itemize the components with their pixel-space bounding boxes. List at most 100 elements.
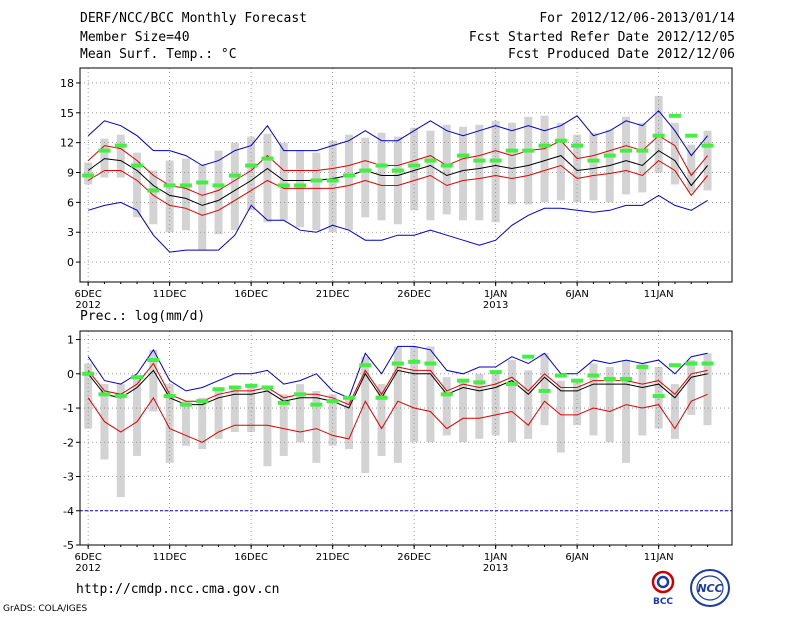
observed-marker — [652, 394, 665, 399]
observed-marker — [571, 378, 584, 383]
ensemble-box — [296, 150, 305, 228]
observed-marker — [473, 380, 486, 385]
ensemble-box — [377, 132, 386, 221]
ensemble-box — [410, 127, 419, 211]
ensemble-box — [181, 401, 190, 446]
ensemble-box — [279, 394, 288, 456]
observed-marker — [294, 392, 307, 397]
grads-credit: GrADS: COLA/IGES — [3, 604, 88, 614]
observed-marker — [668, 363, 681, 368]
ensemble-box — [426, 346, 435, 443]
y-tick-label: -3 — [63, 471, 74, 484]
ensemble-box — [133, 152, 142, 218]
observed-marker — [163, 394, 176, 399]
plot-frame — [79, 330, 733, 546]
observed-marker — [391, 361, 404, 366]
ensemble-box — [491, 120, 500, 223]
observed-marker — [620, 376, 633, 381]
observed-marker — [620, 148, 633, 153]
x-tick-label: 11JAN — [644, 552, 674, 563]
ensemble-box — [687, 144, 696, 193]
series-line-max — [87, 345, 708, 399]
precip-variable-label: Prec.: log(mm/d) — [80, 309, 206, 324]
ensemble-box — [344, 134, 353, 231]
ensemble-box — [377, 384, 386, 456]
observed-marker — [408, 163, 421, 168]
observed-marker — [82, 371, 95, 376]
ensemble-box — [263, 387, 272, 467]
ensemble-box — [703, 353, 712, 426]
observed-marker — [375, 395, 388, 400]
observed-marker — [701, 143, 714, 148]
ncc-logo: NCC — [690, 569, 730, 607]
observed-marker — [228, 173, 241, 178]
x-tick-label: 26DEC — [397, 552, 431, 563]
bcc-logo: BCC — [651, 570, 675, 607]
ensemble-box — [410, 346, 419, 443]
observed-marker — [277, 400, 290, 405]
ensemble-box — [296, 384, 305, 443]
x-tick-label: 1JAN — [484, 552, 507, 563]
series-line-mean — [87, 149, 708, 206]
observed-marker — [326, 399, 339, 404]
ensemble-box — [149, 349, 158, 412]
observed-marker — [196, 180, 209, 185]
ensemble-box — [247, 384, 256, 433]
y-tick-label: -4 — [63, 505, 74, 518]
x-tick-label: 16DEC — [234, 552, 268, 563]
observed-marker — [245, 163, 258, 168]
ensemble-box — [687, 360, 696, 415]
bcc-logo-text: BCC — [653, 597, 673, 607]
observed-marker — [473, 158, 486, 163]
y-tick-label: -2 — [63, 436, 74, 449]
observed-marker — [636, 148, 649, 153]
ensemble-box — [133, 377, 142, 456]
y-tick-label: 18 — [60, 77, 74, 90]
ensemble-box — [328, 140, 337, 233]
x-tick-label: 21DEC — [316, 552, 350, 563]
y-tick-label: 15 — [60, 107, 74, 120]
ensemble-box — [556, 122, 565, 201]
ensemble-box — [214, 150, 223, 235]
ensemble-box — [149, 170, 158, 225]
ensemble-box — [84, 363, 93, 429]
ensemble-box — [312, 390, 321, 463]
source-url[interactable]: http://cmdp.ncc.cma.gov.cn — [76, 582, 280, 597]
ensemble-box — [459, 126, 468, 221]
observed-marker — [131, 375, 144, 380]
y-tick-label: -1 — [63, 402, 74, 415]
observed-marker — [587, 158, 600, 163]
ncc-logo-text: NCC — [697, 582, 722, 595]
ensemble-box — [589, 132, 598, 201]
ensemble-box — [247, 136, 256, 211]
x-tick-label: 6JAN — [565, 289, 588, 300]
x-year-label: 2012 — [75, 563, 100, 574]
observed-marker — [310, 178, 323, 183]
observed-marker — [668, 113, 681, 118]
x-tick-label: 26DEC — [397, 289, 431, 300]
observed-marker — [538, 143, 551, 148]
ensemble-box — [507, 360, 516, 443]
fcst-produced-date: Fcst Produced Date 2012/12/06 — [508, 47, 735, 62]
ensemble-box — [622, 360, 631, 463]
forecast-range: For 2012/12/06-2013/01/14 — [539, 11, 735, 26]
observed-marker — [212, 387, 225, 392]
observed-marker — [587, 373, 600, 378]
observed-marker — [228, 385, 241, 390]
observed-marker — [522, 354, 535, 359]
observed-marker — [179, 402, 192, 407]
ensemble-box — [393, 346, 402, 463]
ensemble-box — [263, 133, 272, 223]
y-tick-label: 0 — [67, 256, 74, 269]
series-line-upper — [87, 135, 708, 196]
observed-marker — [359, 363, 372, 368]
series-line-min — [88, 194, 708, 253]
ensemble-box — [361, 137, 370, 218]
observed-marker — [98, 392, 111, 397]
ensemble-box — [524, 370, 533, 439]
x-tick-label: 11JAN — [644, 289, 674, 300]
observed-marker — [652, 133, 665, 138]
y-tick-label: 1 — [67, 334, 74, 347]
observed-marker — [603, 376, 616, 381]
